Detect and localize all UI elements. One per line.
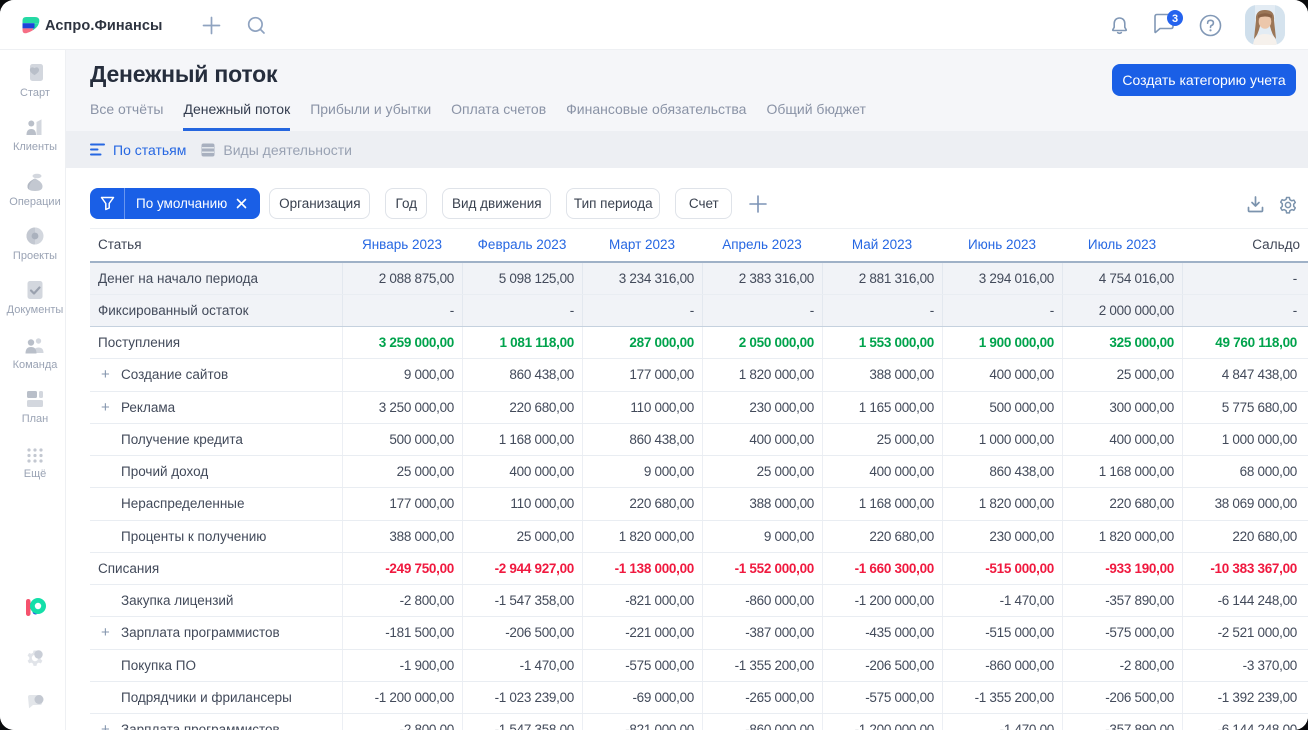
svg-text:3: 3	[1172, 13, 1178, 25]
